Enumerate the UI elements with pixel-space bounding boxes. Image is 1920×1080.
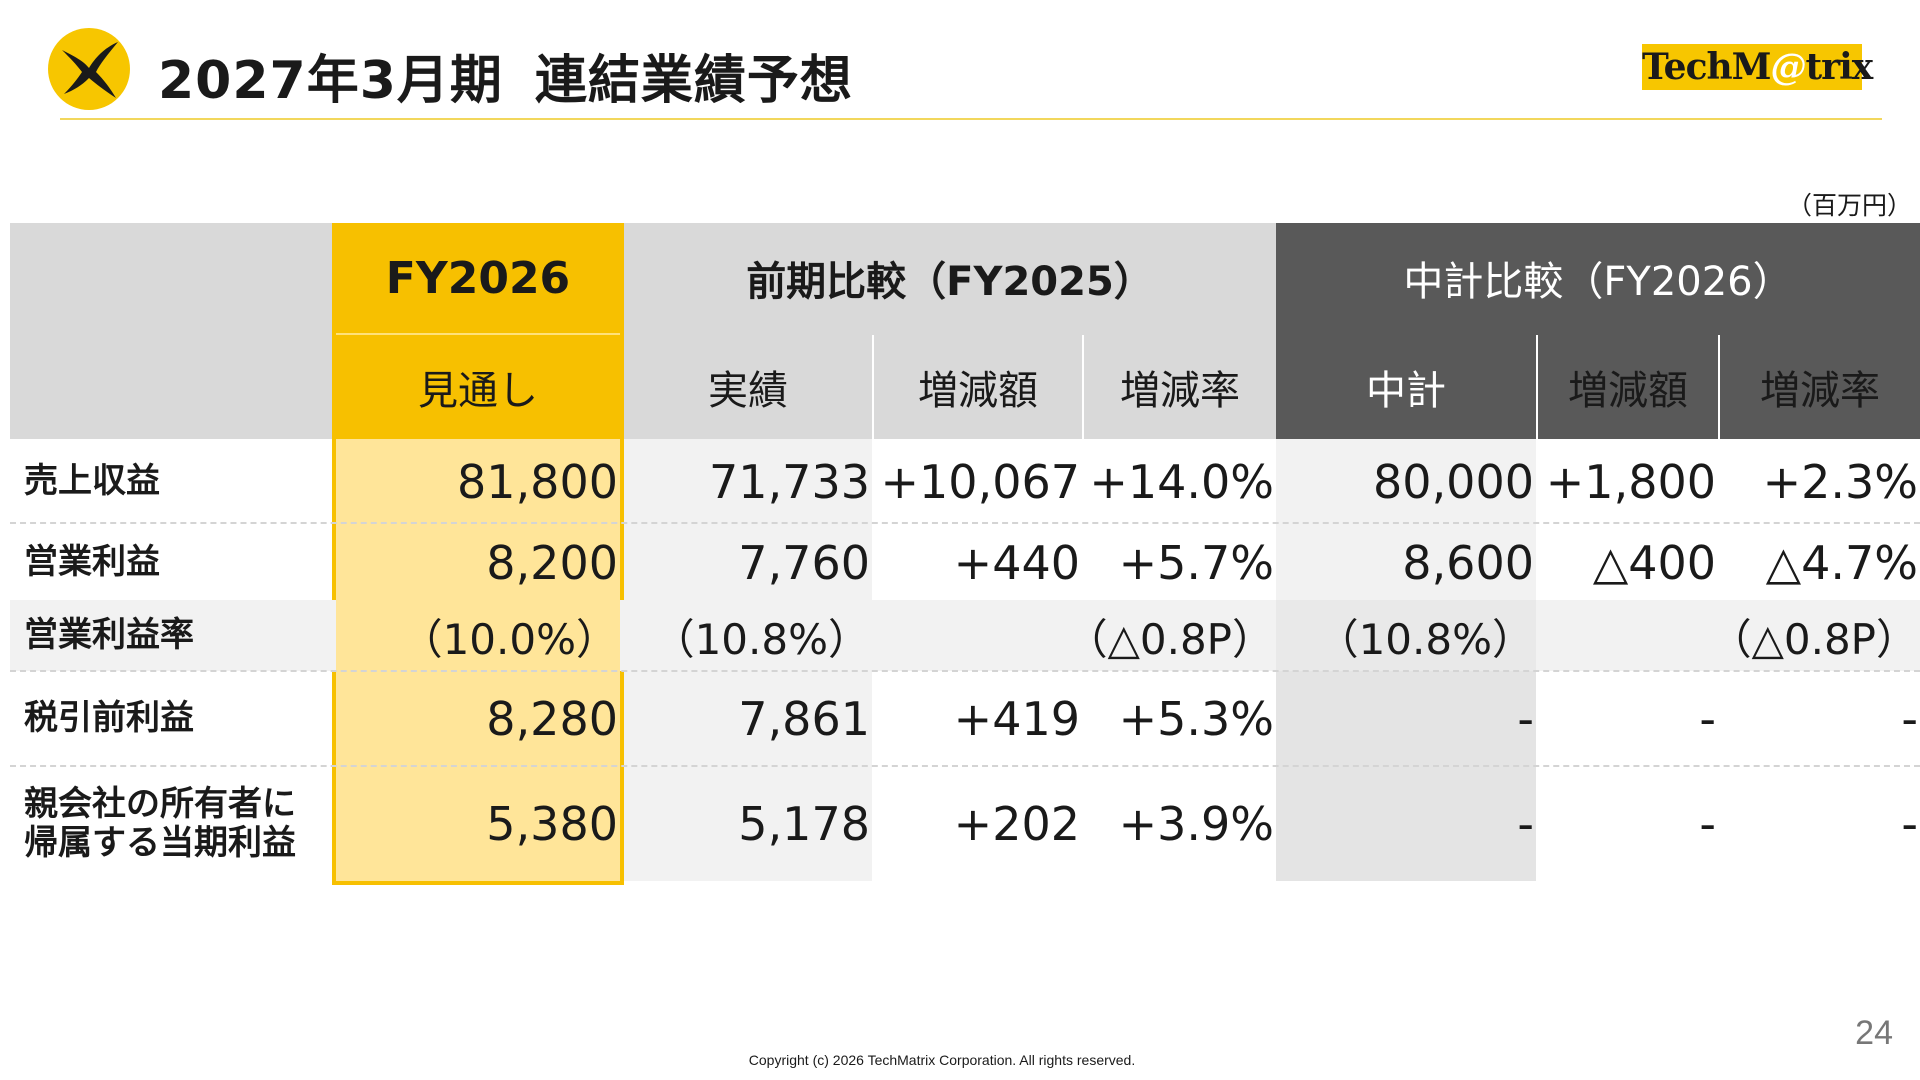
margin-row-bg <box>10 600 1920 671</box>
subheader-forecast: 見通し <box>418 368 538 414</box>
row-label-operating-margin: 営業利益率 <box>24 615 194 656</box>
operating-margin-forecast: （10.0%） <box>400 614 618 664</box>
net-profit-plan: - <box>1517 797 1534 851</box>
revenue-prev-change: +10,067 <box>880 455 1081 509</box>
operating-profit-prev-change: +440 <box>953 536 1080 590</box>
pretax-profit-plan-rate: - <box>1901 691 1918 746</box>
net-profit-actual: 5,178 <box>738 797 870 851</box>
operating-profit-plan-change: △400 <box>1592 536 1716 590</box>
net-profit-prev-change: +202 <box>953 797 1080 851</box>
header-plan-comparison: 中計比較（FY2026） <box>1403 259 1793 305</box>
operating-profit-prev-rate: +5.7% <box>1118 536 1274 590</box>
fy2026-divider <box>336 333 620 335</box>
subheader-divider-2 <box>1082 335 1084 439</box>
title-underline <box>60 118 1882 120</box>
revenue-plan-change: +1,800 <box>1545 455 1716 509</box>
row-separator <box>10 522 1920 524</box>
margin-row-forecast-bg <box>336 600 620 671</box>
net-profit-prev-rate: +3.9% <box>1118 797 1274 851</box>
pretax-profit-prev-rate: +5.3% <box>1118 691 1274 746</box>
header-bg-label <box>10 223 332 439</box>
page-number: 24 <box>1855 1014 1893 1052</box>
company-logo: TechM@trix <box>1642 44 1873 90</box>
subheader-plan-change: 増減額 <box>1568 368 1688 414</box>
logo-text-post: trix <box>1805 46 1874 88</box>
revenue-prev-rate: +14.0% <box>1089 455 1274 509</box>
operating-profit-forecast: 8,200 <box>486 536 618 590</box>
net-profit-plan-rate: - <box>1901 797 1918 851</box>
net-profit-label-line1: 親会社の所有者に <box>24 783 296 824</box>
logo-text-pre: TechM <box>1642 46 1772 88</box>
operating-margin-prev-rate: （△0.8P） <box>1065 614 1274 664</box>
header-fy2026: FY2026 <box>385 252 571 304</box>
row-separator <box>10 765 1920 767</box>
title-period: 2027年3月期 <box>158 51 503 111</box>
subheader-plan-rate: 増減率 <box>1760 368 1880 414</box>
pretax-profit-plan: - <box>1517 691 1534 746</box>
subheader-actual: 実績 <box>708 368 788 414</box>
operating-margin-plan: （10.8%） <box>1316 614 1534 664</box>
subheader-divider-3 <box>1536 335 1538 439</box>
logo-at-symbol: @ <box>1770 46 1807 88</box>
revenue-plan-rate: +2.3% <box>1762 455 1918 509</box>
header-prev-comparison: 前期比較（FY2025） <box>746 259 1154 305</box>
operating-margin-plan-change <box>1538 602 1718 670</box>
operating-profit-plan: 8,600 <box>1402 536 1534 590</box>
pretax-profit-plan-change: - <box>1699 691 1716 746</box>
header-bg-prev <box>624 223 1276 439</box>
operating-profit-actual: 7,760 <box>738 536 870 590</box>
operating-margin-plan-rate: （△0.8P） <box>1709 614 1918 664</box>
logo-mark-icon <box>48 28 130 110</box>
pretax-profit-prev-change: +419 <box>953 691 1080 746</box>
subheader-prev-change: 増減額 <box>918 368 1038 414</box>
header-bg-plan <box>1276 223 1920 439</box>
net-profit-forecast: 5,380 <box>486 797 618 851</box>
header-bg-fy2026 <box>332 223 624 439</box>
unit-label: （百万円） <box>1786 191 1912 220</box>
pretax-profit-actual: 7,861 <box>738 691 870 746</box>
operating-profit-plan-rate: △4.7% <box>1765 536 1918 590</box>
row-separator <box>10 670 1920 672</box>
row-label-net-profit: 親会社の所有者に 帰属する当期利益 <box>10 767 332 881</box>
net-profit-plan-change: - <box>1699 797 1716 851</box>
title-subject: 連結業績予想 <box>534 51 853 111</box>
operating-margin-prev-change <box>874 602 1082 670</box>
copyright-notice: Copyright (c) 2026 TechMatrix Corporatio… <box>748 1052 1136 1068</box>
page-title: 2027年3月期 連結業績予想 <box>158 38 853 113</box>
pretax-profit-forecast: 8,280 <box>486 691 618 746</box>
net-profit-label-line2: 帰属する当期利益 <box>24 823 296 863</box>
row-label-revenue: 売上収益 <box>24 461 160 502</box>
row-label-pretax-profit: 税引前利益 <box>24 697 194 738</box>
operating-margin-actual: （10.8%） <box>652 614 870 664</box>
forecast-column-border <box>332 223 624 885</box>
subheader-divider-1 <box>872 335 874 439</box>
subheader-plan: 中計 <box>1366 368 1446 414</box>
revenue-actual: 71,733 <box>709 455 870 509</box>
plan-row-bg-2 <box>1276 671 1536 881</box>
margin-row-plan-bg <box>1276 600 1536 671</box>
revenue-forecast: 81,800 <box>457 455 618 509</box>
row-label-operating-profit: 営業利益 <box>24 542 160 583</box>
revenue-plan: 80,000 <box>1373 455 1534 509</box>
subheader-prev-rate: 増減率 <box>1120 368 1240 414</box>
subheader-divider-4 <box>1718 335 1720 439</box>
